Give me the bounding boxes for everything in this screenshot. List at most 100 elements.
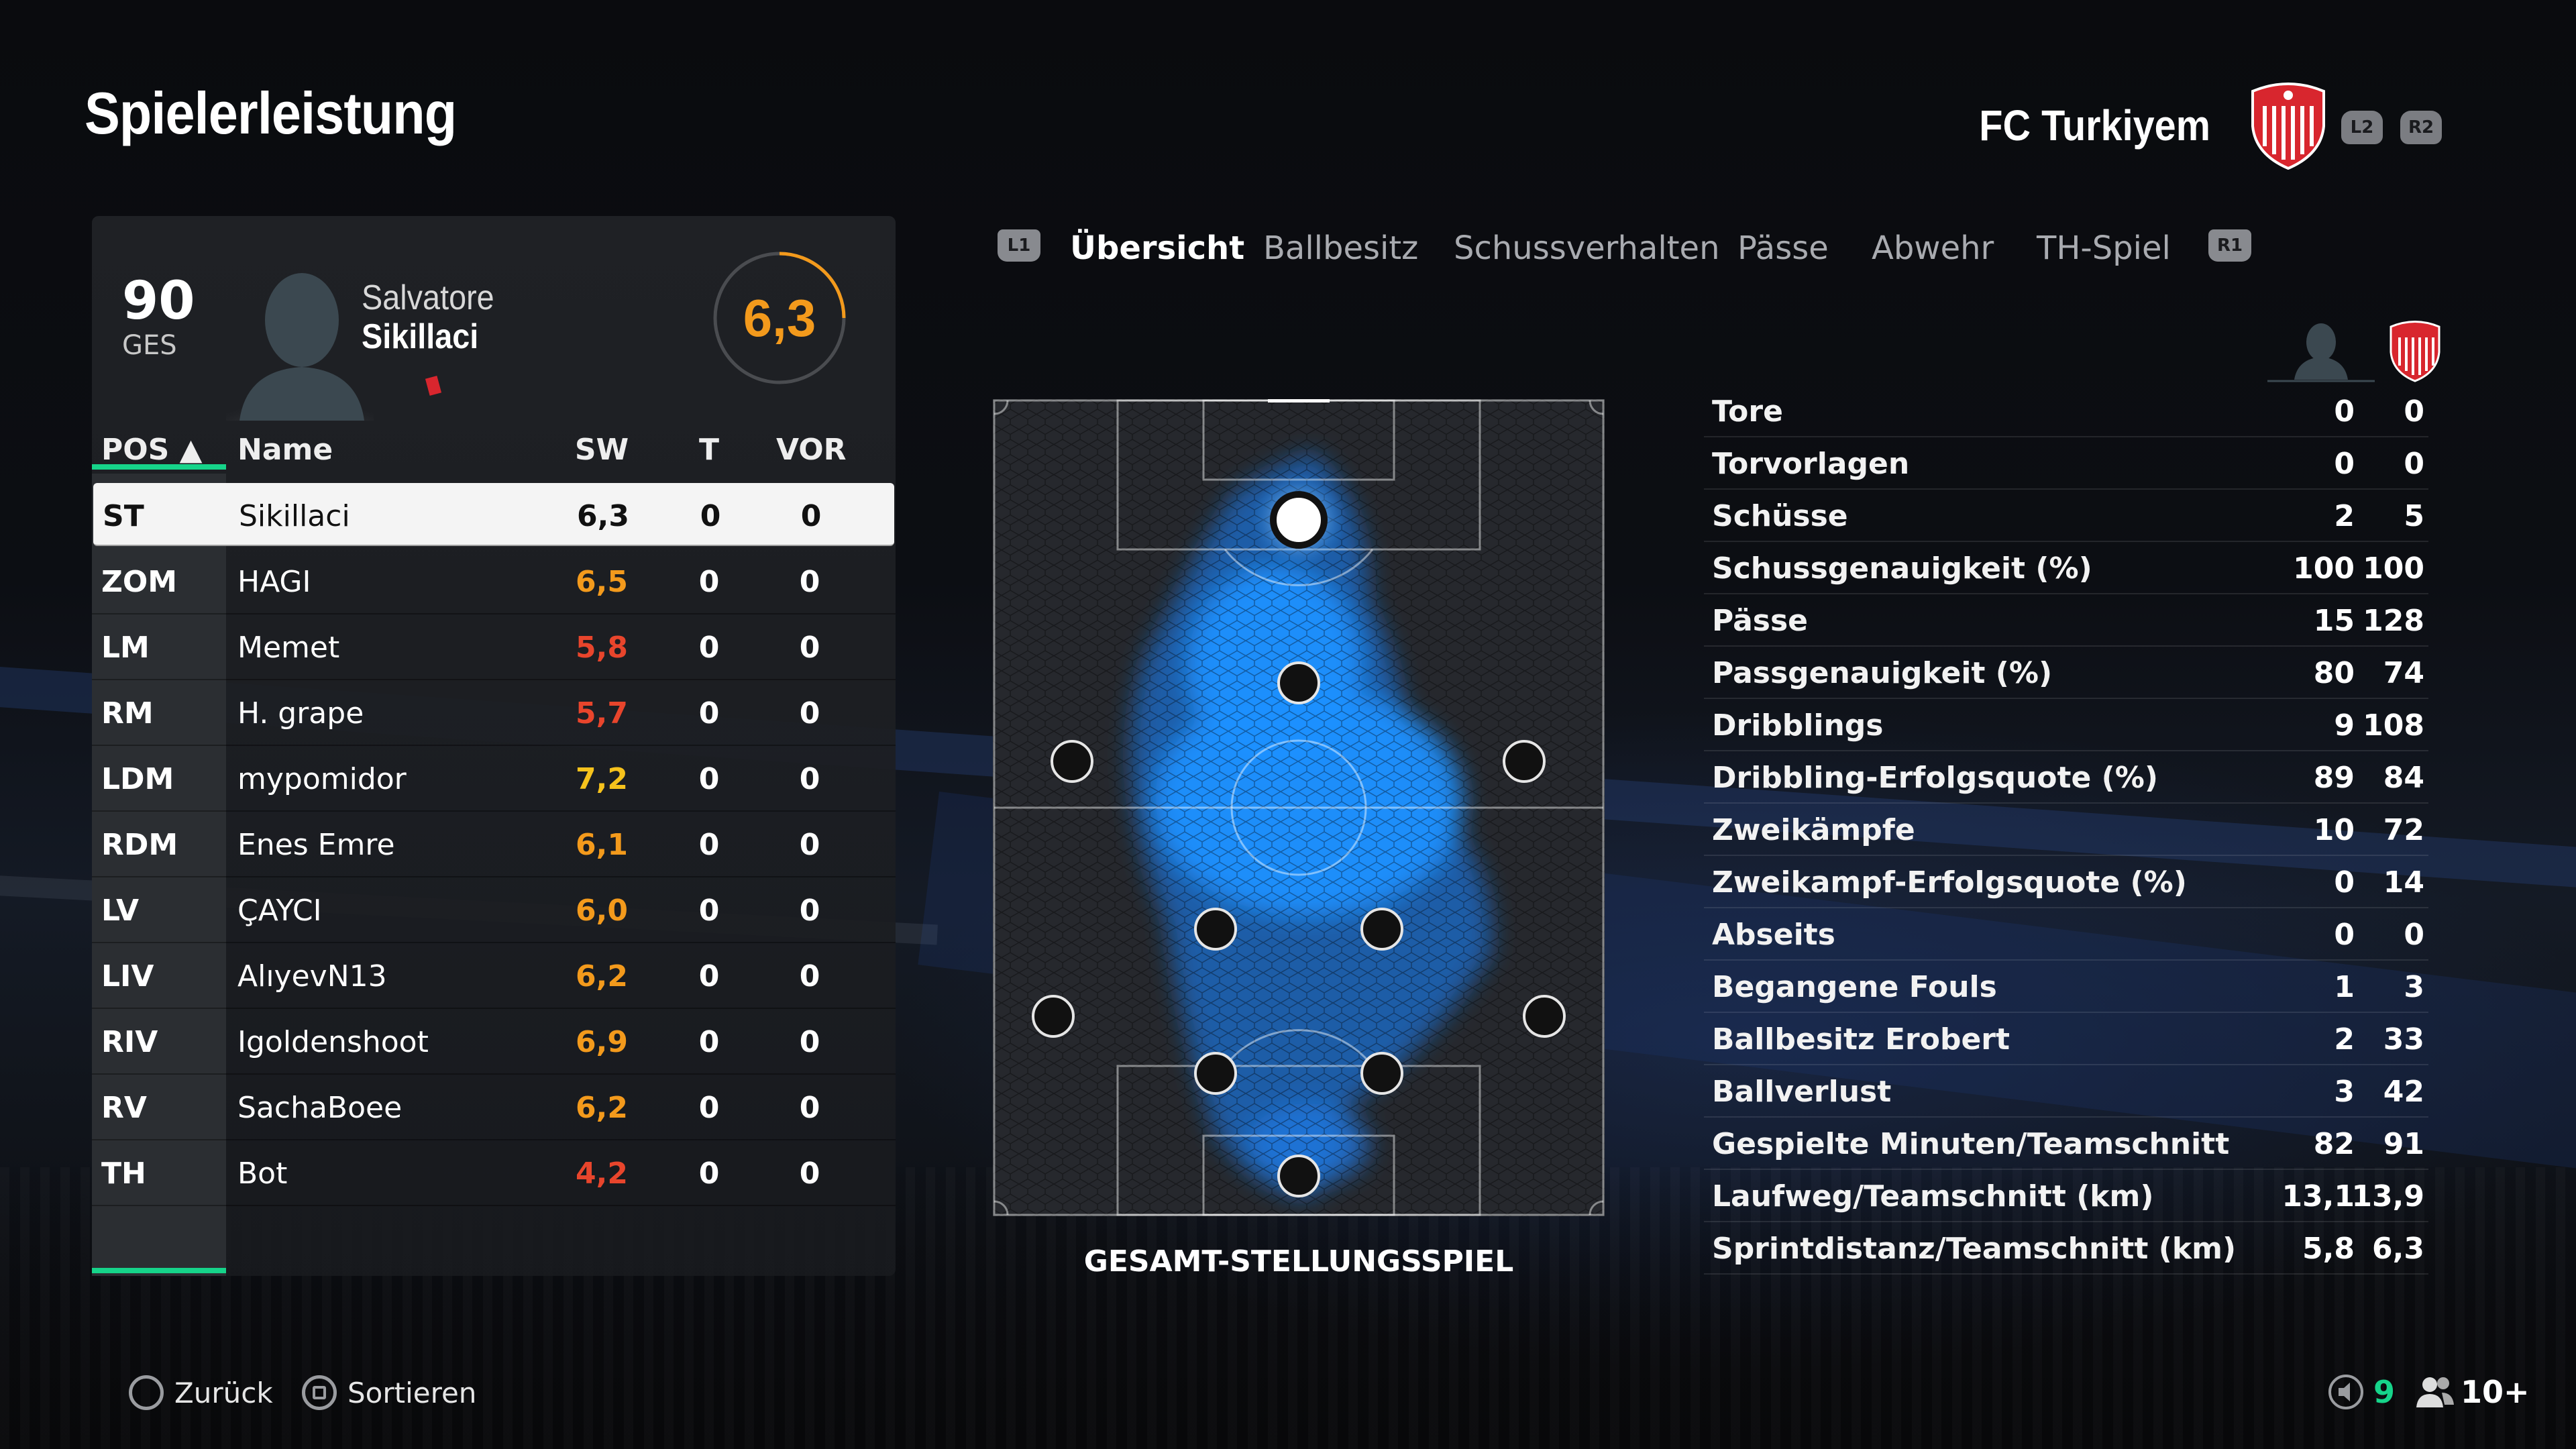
table-row[interactable]: ST Sikillaci 6,3 0 0 <box>93 483 894 546</box>
stat-label: Zweikampf-Erfolgsquote (%) <box>1712 865 2187 900</box>
tab-0[interactable]: Übersicht <box>1070 229 1245 267</box>
table-row[interactable]: RV SachaBoee 6,2 0 0 <box>92 1075 896 1140</box>
cell-pos: LM <box>101 631 150 665</box>
r1-button[interactable]: R1 <box>2208 229 2251 262</box>
tab-4[interactable]: Abwehr <box>1872 229 1994 267</box>
cell-sw: 6,0 <box>576 894 628 928</box>
stat-team-value: 108 <box>2363 708 2424 743</box>
cell-name: HAGI <box>237 565 311 599</box>
player-rating: 6,3 <box>743 288 816 347</box>
table-row[interactable]: LDM mypomidor 7,2 0 0 <box>92 746 896 812</box>
club-crest-icon <box>2251 83 2325 170</box>
stat-row: Gespielte Minuten/Teamschnitt 82 91 <box>1704 1116 2428 1170</box>
table-row[interactable]: RM H. grape 5,7 0 0 <box>92 680 896 746</box>
flag-icon <box>425 376 442 396</box>
stat-player-value: 2 <box>2334 499 2355 533</box>
stat-player-value: 9 <box>2334 708 2355 743</box>
cell-vor: 0 <box>799 1091 820 1125</box>
position-column-bg <box>92 474 226 1276</box>
pitch-label: GESAMT-STELLUNGSSPIEL <box>1083 1244 1514 1279</box>
tab-5[interactable]: TH-Spiel <box>2037 229 2171 267</box>
stat-team-value: 42 <box>2383 1075 2424 1109</box>
cell-name: Enes Emre <box>237 828 395 862</box>
header-t[interactable]: T <box>698 433 719 467</box>
stat-row: Zweikampf-Erfolgsquote (%) 0 14 <box>1704 855 2428 908</box>
cell-sw: 6,1 <box>576 828 628 862</box>
table-row[interactable]: LM Memet 5,8 0 0 <box>92 614 896 680</box>
cell-sw: 7,2 <box>576 762 628 796</box>
table-row[interactable]: TH Bot 4,2 0 0 <box>92 1140 896 1206</box>
header-vor[interactable]: VOR <box>776 433 847 467</box>
cell-vor: 0 <box>799 828 820 862</box>
cell-pos: RV <box>101 1091 147 1125</box>
cell-sw: 6,3 <box>577 499 629 533</box>
cell-pos: RM <box>101 696 154 731</box>
player-last-name: Sikillaci <box>362 317 479 356</box>
table-row[interactable]: RDM Enes Emre 6,1 0 0 <box>92 812 896 877</box>
l1-button[interactable]: L1 <box>998 229 1040 262</box>
sort-indicator <box>92 464 226 470</box>
cell-t: 0 <box>698 828 720 862</box>
stat-label: Ballverlust <box>1712 1075 1892 1109</box>
cell-name: mypomidor <box>237 762 407 796</box>
stat-player-value: 13,1 <box>2282 1179 2355 1214</box>
stat-row: Passgenauigkeit (%) 80 74 <box>1704 645 2428 699</box>
table-row[interactable]: RIV Igoldenshoot 6,9 0 0 <box>92 1009 896 1075</box>
cell-pos: ZOM <box>101 565 178 599</box>
stat-team-value: 100 <box>2363 551 2424 586</box>
cell-t: 0 <box>698 959 720 994</box>
stat-row: Dribblings 9 108 <box>1704 698 2428 751</box>
cell-t: 0 <box>698 762 720 796</box>
stat-team-value: 0 <box>2404 394 2424 429</box>
cell-vor: 0 <box>799 762 820 796</box>
header-name[interactable]: Name <box>237 433 333 467</box>
stat-player-value: 0 <box>2334 865 2355 900</box>
stat-player-value: 0 <box>2334 918 2355 952</box>
back-button[interactable]: Zurück <box>129 1371 273 1414</box>
tab-1[interactable]: Ballbesitz <box>1263 229 1419 267</box>
stat-player-value: 82 <box>2313 1127 2355 1161</box>
tab-2[interactable]: Schussverhalten <box>1454 229 1720 267</box>
header-sw[interactable]: SW <box>574 433 629 467</box>
cell-t: 0 <box>698 894 720 928</box>
stat-row: Schussgenauigkeit (%) 100 100 <box>1704 541 2428 594</box>
rating-ring-icon <box>713 252 846 384</box>
cell-name: ÇAYCI <box>237 894 322 928</box>
stat-label: Zweikämpfe <box>1712 813 1915 847</box>
header-pos[interactable]: POS ▲ <box>101 433 203 467</box>
cell-t: 0 <box>698 565 720 599</box>
tab-3[interactable]: Pässe <box>1737 229 1829 267</box>
stat-player-value: 0 <box>2334 394 2355 429</box>
table-row[interactable]: LV ÇAYCI 6,0 0 0 <box>92 877 896 943</box>
stat-label: Ballbesitz Erobert <box>1712 1022 2010 1057</box>
r2-button[interactable]: R2 <box>2400 111 2442 144</box>
sort-button[interactable]: Sortieren <box>302 1371 476 1414</box>
stat-team-value: 128 <box>2363 604 2424 638</box>
cell-pos: TH <box>101 1157 146 1191</box>
back-label: Zurück <box>174 1376 273 1409</box>
cell-pos: RIV <box>101 1025 158 1059</box>
cell-pos: ST <box>103 499 144 533</box>
stat-label: Laufweg/Teamschnitt (km) <box>1712 1179 2154 1214</box>
table-row[interactable]: ZOM HAGI 6,5 0 0 <box>92 549 896 614</box>
l2-button[interactable]: L2 <box>2341 111 2383 144</box>
cell-t: 0 <box>698 1091 720 1125</box>
cell-name: SachaBoee <box>237 1091 402 1125</box>
cell-sw: 6,2 <box>576 959 628 994</box>
square-button-icon <box>302 1375 337 1410</box>
stat-team-value: 74 <box>2383 656 2424 690</box>
cell-vor: 0 <box>799 1157 820 1191</box>
cell-pos: RDM <box>101 828 178 862</box>
stat-label: Schüsse <box>1712 499 1848 533</box>
stat-label: Dribbling-Erfolgsquote (%) <box>1712 761 2158 795</box>
stat-team-value: 6,3 <box>2372 1232 2424 1266</box>
table-row[interactable]: LIV AlıyevN13 6,2 0 0 <box>92 943 896 1009</box>
cell-sw: 4,2 <box>576 1157 628 1191</box>
stat-row: Ballverlust 3 42 <box>1704 1064 2428 1118</box>
team-crest-icon <box>2390 321 2440 382</box>
cell-t: 0 <box>700 499 721 533</box>
cell-vor: 0 <box>799 1025 820 1059</box>
player-first-name: Salvatore <box>362 278 494 317</box>
cell-name: Bot <box>237 1157 288 1191</box>
sort-label: Sortieren <box>347 1376 477 1409</box>
